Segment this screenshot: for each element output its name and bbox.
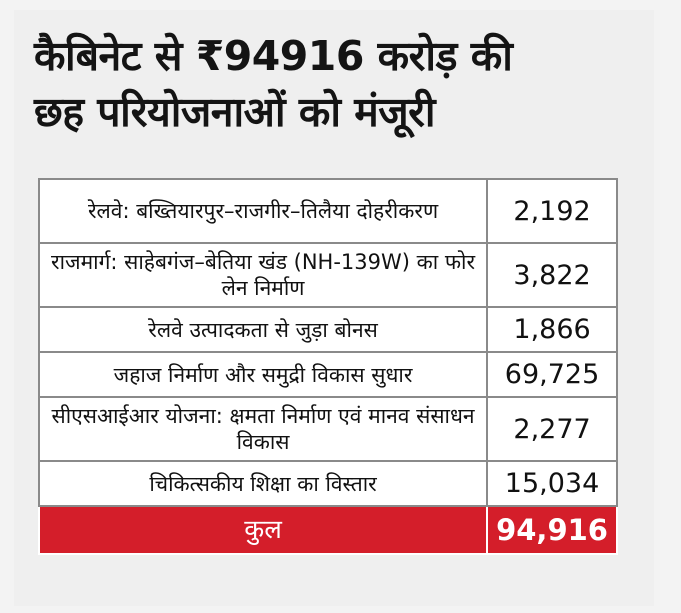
- project-name: जहाज निर्माण और समुद्री विकास सुधार: [37, 351, 489, 398]
- project-amount: 69,725: [486, 351, 618, 398]
- table-row: राजमार्ग: साहेबगंज–बेतिया खंड (NH-139W) …: [37, 242, 618, 308]
- total-row: कुल 94,916: [37, 505, 618, 555]
- project-name: रेलवे: बख्तियारपुर–राजगीर–तिलैया दोहरीकर…: [37, 178, 489, 244]
- project-amount: 2,192: [486, 178, 618, 244]
- table-row: सीएसआईआर योजना: क्षमता निर्माण एवं मानव …: [37, 396, 618, 462]
- headline: कैबिनेट से ₹94916 करोड़ की छह परियोजनाओं…: [34, 28, 644, 140]
- project-name: रेलवे उत्पादकता से जुड़ा बोनस: [37, 306, 489, 353]
- project-amount: 1,866: [486, 306, 618, 353]
- project-name: सीएसआईआर योजना: क्षमता निर्माण एवं मानव …: [37, 396, 489, 462]
- project-amount: 3,822: [486, 242, 618, 308]
- table-row: रेलवे उत्पादकता से जुड़ा बोनस 1,866: [37, 306, 618, 353]
- headline-line-1: कैबिनेट से ₹94916 करोड़ की: [34, 32, 513, 80]
- project-amount: 15,034: [486, 460, 618, 507]
- project-amount: 2,277: [486, 396, 618, 462]
- table-row: रेलवे: बख्तियारपुर–राजगीर–तिलैया दोहरीकर…: [37, 178, 618, 244]
- project-name: राजमार्ग: साहेबगंज–बेतिया खंड (NH-139W) …: [37, 242, 489, 308]
- infographic-card: कैबिनेट से ₹94916 करोड़ की छह परियोजनाओं…: [14, 10, 654, 606]
- total-label: कुल: [37, 505, 489, 555]
- table-row: जहाज निर्माण और समुद्री विकास सुधार 69,7…: [37, 351, 618, 398]
- table-row: चिकित्सकीय शिक्षा का विस्तार 15,034: [37, 460, 618, 507]
- headline-line-2: छह परियोजनाओं को मंजूरी: [34, 88, 436, 136]
- project-name: चिकित्सकीय शिक्षा का विस्तार: [37, 460, 489, 507]
- total-amount: 94,916: [486, 505, 618, 555]
- projects-table: रेलवे: बख्तियारपुर–राजगीर–तिलैया दोहरीकर…: [37, 178, 618, 555]
